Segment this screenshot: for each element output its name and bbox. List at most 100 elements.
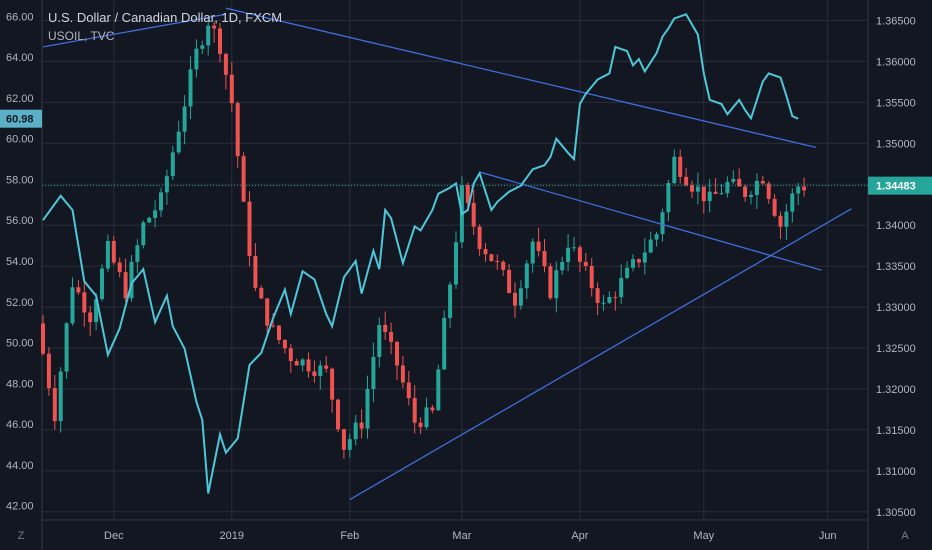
candle-body: [41, 323, 45, 354]
candle-body: [111, 241, 116, 263]
candle-body: [754, 180, 759, 195]
candle-body: [566, 247, 571, 262]
candle-body: [743, 186, 748, 198]
candle-body: [784, 211, 789, 227]
candle-body: [300, 359, 305, 366]
trendline-usdcad-upper: [225, 7, 817, 149]
trendline-usdcad-lower: [349, 208, 852, 501]
candle-body: [707, 191, 712, 202]
candle-body: [636, 259, 641, 263]
candle-body: [672, 156, 677, 184]
candle-body: [436, 369, 441, 411]
left-tick-label: 60.00: [6, 134, 34, 146]
candle-body: [607, 296, 612, 303]
candle-body: [577, 247, 582, 262]
candle-body: [377, 324, 382, 357]
left-tick-label: 46.00: [6, 419, 34, 431]
candle-body: [471, 202, 476, 227]
candle-body: [159, 192, 163, 211]
right-tick-label: 1.34000: [876, 220, 916, 232]
legend-subtitle: USOIL, TVC: [48, 29, 115, 43]
candle-body: [253, 255, 258, 288]
candle-body: [241, 156, 246, 202]
candle-body: [430, 407, 435, 411]
candle-body: [613, 296, 618, 298]
candle-body: [288, 348, 293, 362]
left-tick-label: 42.00: [6, 501, 34, 513]
candle-body: [678, 156, 683, 177]
candle-body: [790, 193, 795, 212]
candle-body: [507, 269, 512, 293]
candle-body: [454, 242, 458, 285]
candle-body: [282, 339, 287, 349]
candle-body: [542, 250, 547, 267]
candle-body: [383, 324, 388, 332]
candle-body: [271, 325, 276, 327]
candle-body: [200, 45, 205, 49]
candle-body: [802, 186, 807, 191]
candle-body: [465, 185, 470, 203]
candle-body: [294, 361, 299, 366]
scale-button-left[interactable]: Z: [18, 530, 25, 542]
candle-body: [560, 261, 565, 271]
candle-body: [412, 398, 417, 423]
candle-body: [324, 365, 329, 369]
candle-body: [235, 103, 240, 157]
candle-body: [583, 261, 588, 267]
candle-body: [336, 399, 340, 430]
candle-body: [188, 69, 193, 107]
candle-body: [129, 261, 134, 299]
candle-body: [631, 259, 635, 268]
candle-body: [318, 365, 323, 376]
candle-body: [483, 249, 488, 255]
left-tick-label: 48.00: [6, 378, 34, 390]
candle-body: [766, 183, 771, 199]
candle-body: [100, 268, 104, 300]
candle-body: [749, 194, 753, 198]
candle-body: [690, 185, 694, 192]
candle-body: [625, 267, 630, 278]
scale-button-right[interactable]: A: [901, 530, 909, 542]
right-tick-label: 1.32000: [876, 384, 916, 396]
candle-body: [117, 262, 122, 273]
candle-body: [489, 254, 494, 262]
candle-body: [778, 215, 783, 227]
usdcad-last-price-badge: [868, 176, 932, 195]
candle-body: [389, 331, 394, 342]
candle-body: [406, 382, 411, 399]
legend-title: U.S. Dollar / Canadian Dollar, 1D, FXCM: [48, 10, 283, 25]
candle-body: [94, 299, 99, 323]
time-tick-label: Jun: [819, 530, 837, 542]
trendline-oil-upper: [42, 13, 227, 48]
candle-body: [312, 371, 317, 376]
candle-body: [713, 191, 718, 194]
candle-body: [371, 356, 376, 389]
time-tick-label: Apr: [571, 530, 588, 542]
candle-body: [206, 25, 211, 46]
candle-body: [265, 298, 270, 326]
candle-body: [135, 245, 140, 262]
candle-body: [76, 287, 81, 293]
trendline-usdcad-channel: [479, 171, 822, 271]
candle-body: [223, 53, 228, 75]
candle-body: [176, 131, 181, 153]
candle-body: [395, 341, 399, 366]
candle-body: [731, 178, 736, 182]
candle-body: [648, 239, 653, 253]
candle-body: [684, 176, 689, 186]
time-tick-label: May: [693, 530, 714, 542]
right-tick-label: 1.35500: [876, 97, 916, 109]
candle-body: [277, 325, 281, 340]
candle-body: [513, 292, 517, 306]
candle-body: [58, 371, 63, 422]
candle-body: [359, 422, 364, 429]
right-tick-label: 1.32500: [876, 343, 916, 355]
candle-body: [153, 210, 158, 218]
candle-body: [760, 180, 765, 184]
right-tick-label: 1.36000: [876, 56, 916, 68]
chart-legend: U.S. Dollar / Canadian Dollar, 1D, FXCM …: [48, 10, 282, 43]
candle-body: [595, 288, 600, 303]
candle-body: [554, 270, 559, 299]
